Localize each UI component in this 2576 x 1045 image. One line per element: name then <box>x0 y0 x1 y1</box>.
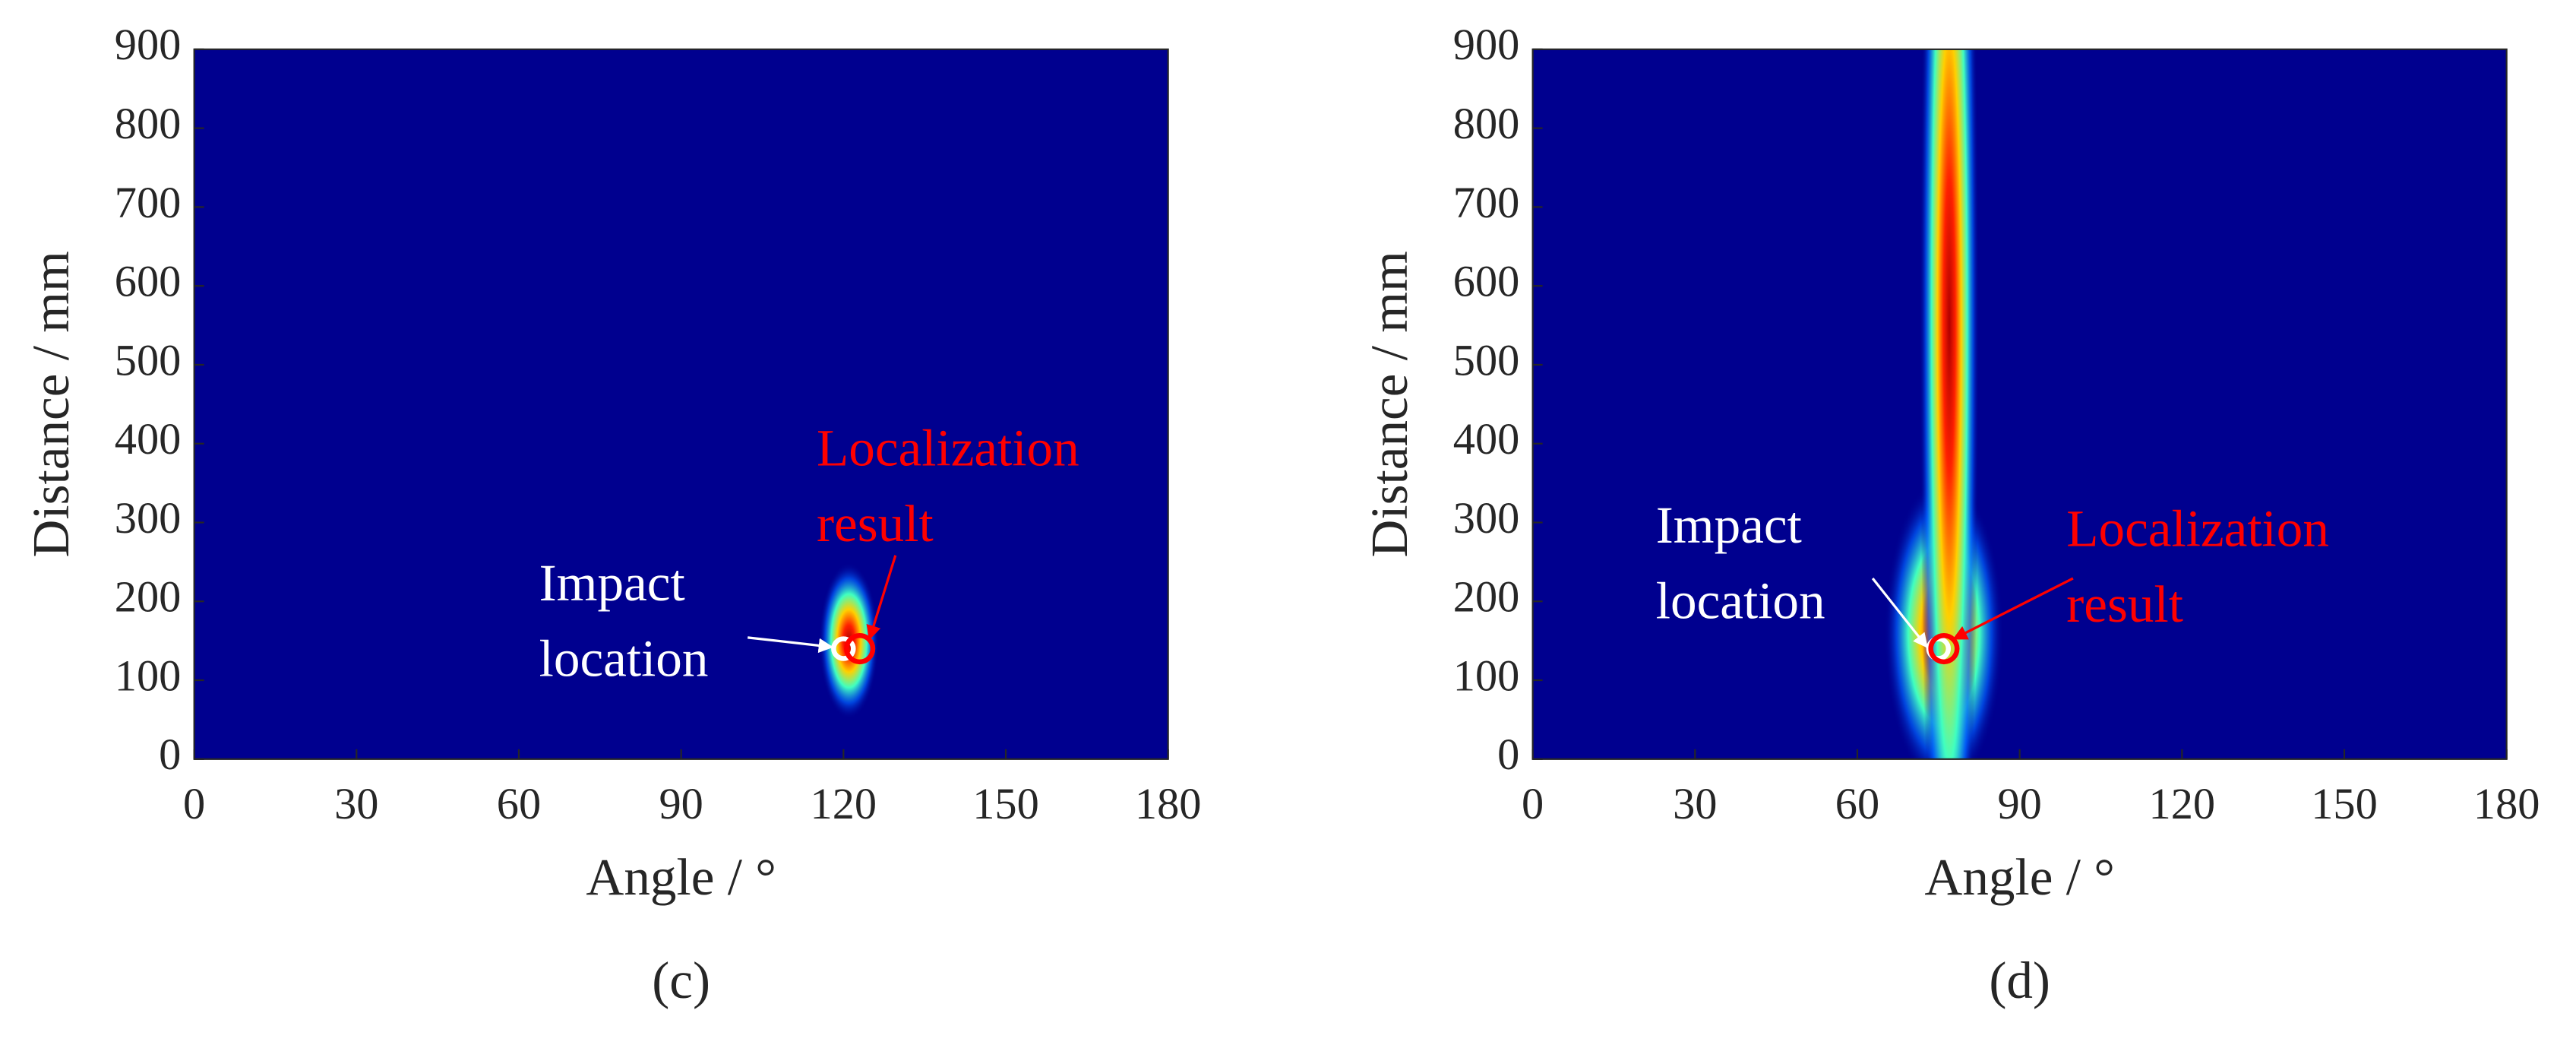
marker <box>844 632 876 665</box>
x-tick-label: 120 <box>811 779 877 828</box>
y-tick-label: 400 <box>1453 414 1520 464</box>
caption: (c) <box>652 951 710 1009</box>
x-tick-label: 150 <box>972 779 1039 828</box>
y-tick-label: 0 <box>159 730 181 779</box>
y-tick-label: 900 <box>1453 20 1520 69</box>
y-tick-label: 900 <box>115 20 182 69</box>
y-axis-label: Distance / mm <box>21 251 80 557</box>
x-tick-label: 180 <box>2473 779 2540 828</box>
annotation: Impact <box>539 553 685 612</box>
y-tick-label: 200 <box>115 572 182 622</box>
annotation: location <box>1656 572 1825 630</box>
annotation-arrow <box>866 555 897 641</box>
x-tick-label: 0 <box>183 779 205 828</box>
x-tick-label: 120 <box>2149 779 2216 828</box>
annotation: result <box>2066 575 2183 633</box>
y-tick-label: 300 <box>1453 493 1520 543</box>
annotation-arrow <box>1952 577 2074 641</box>
y-tick-label: 600 <box>115 257 182 306</box>
y-tick-label: 600 <box>1453 257 1520 306</box>
x-tick-label: 30 <box>334 779 378 828</box>
hotspot <box>1919 49 1980 759</box>
caption: (d) <box>1989 951 2050 1009</box>
marker <box>831 636 856 661</box>
y-tick-label: 800 <box>115 99 182 148</box>
x-tick-label: 0 <box>1522 779 1544 828</box>
y-tick-label: 0 <box>1497 730 1519 779</box>
plot-background <box>1532 49 2507 759</box>
x-tick-label: 180 <box>1135 779 1202 828</box>
y-tick-label: 700 <box>1453 178 1520 227</box>
annotation: Impact <box>1656 496 1802 554</box>
plot-background <box>194 49 1168 759</box>
y-tick-label: 800 <box>1453 99 1520 148</box>
x-tick-label: 150 <box>2311 779 2378 828</box>
y-tick-label: 300 <box>115 493 182 543</box>
x-tick-label: 90 <box>659 779 703 828</box>
y-axis-label: Distance / mm <box>1360 251 1418 557</box>
annotation: location <box>539 629 709 687</box>
annotation: Localization <box>2066 499 2329 558</box>
annotation-arrow <box>1871 577 1928 648</box>
y-tick-label: 500 <box>1453 335 1520 385</box>
y-tick-label: 700 <box>115 178 182 227</box>
y-tick-label: 500 <box>115 335 182 385</box>
x-tick-label: 60 <box>497 779 541 828</box>
y-tick-label: 400 <box>115 414 182 464</box>
x-axis-label: Angle / ° <box>1924 847 2115 906</box>
x-tick-label: 60 <box>1835 779 1879 828</box>
y-tick-label: 100 <box>1453 651 1520 700</box>
x-axis-label: Angle / ° <box>586 847 776 906</box>
annotation: result <box>817 494 934 553</box>
x-tick-label: 30 <box>1673 779 1717 828</box>
y-tick-label: 200 <box>1453 572 1520 622</box>
x-tick-label: 90 <box>1997 779 2041 828</box>
heat-layer <box>1884 49 2004 759</box>
annotation: Localization <box>817 419 1079 477</box>
marker <box>1928 632 1960 665</box>
y-tick-label: 100 <box>115 651 182 700</box>
annotation-arrow <box>748 636 834 654</box>
